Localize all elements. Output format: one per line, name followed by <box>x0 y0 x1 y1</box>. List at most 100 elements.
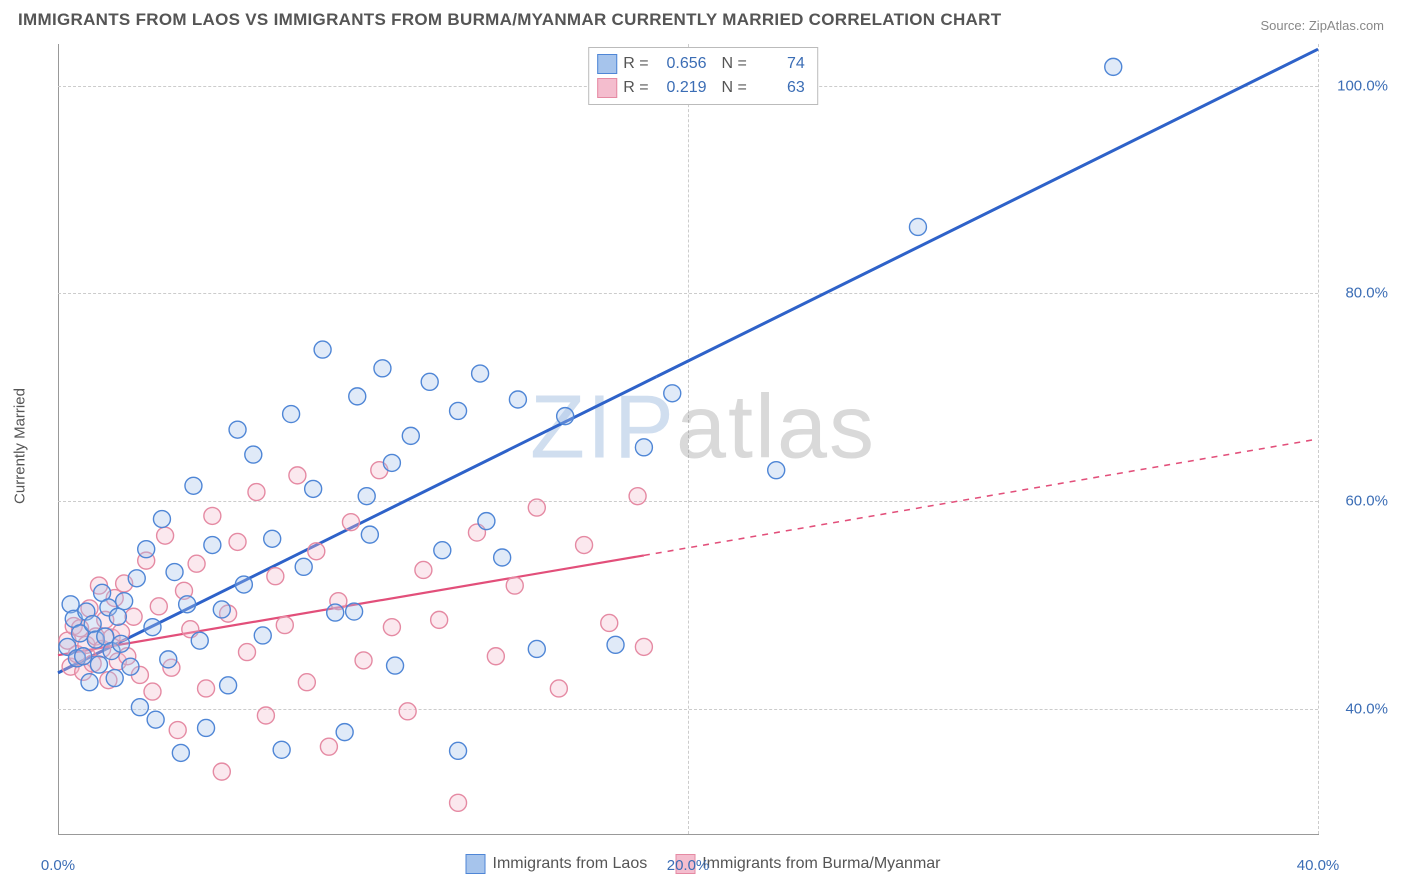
data-point <box>166 564 183 581</box>
legend-label-laos: Immigrants from Laos <box>493 855 648 873</box>
data-point <box>399 703 416 720</box>
data-point <box>90 656 107 673</box>
data-point <box>342 514 359 531</box>
data-point <box>349 388 366 405</box>
data-point <box>374 360 391 377</box>
data-point <box>305 480 322 497</box>
data-point <box>160 651 177 668</box>
n-burma: 63 <box>753 76 805 100</box>
data-point <box>298 674 315 691</box>
data-point <box>550 680 567 697</box>
x-tick-label: 40.0% <box>1297 857 1340 874</box>
data-point <box>320 738 337 755</box>
data-point <box>506 577 523 594</box>
data-point <box>235 576 252 593</box>
data-point <box>113 635 130 652</box>
data-point <box>421 373 438 390</box>
data-point <box>169 722 186 739</box>
data-point <box>768 462 785 479</box>
data-point <box>607 636 624 653</box>
y-tick-label: 60.0% <box>1345 493 1388 510</box>
data-point <box>150 598 167 615</box>
x-tick-label: 0.0% <box>41 857 75 874</box>
data-point <box>314 341 331 358</box>
stats-row-laos: R =0.656 N =74 <box>597 52 805 76</box>
data-point <box>383 619 400 636</box>
data-point <box>557 408 574 425</box>
data-point <box>1105 58 1122 75</box>
legend-swatch-laos <box>466 854 486 874</box>
stats-row-burma: R =0.219 N =63 <box>597 76 805 100</box>
data-point <box>125 608 142 625</box>
y-tick-label: 80.0% <box>1345 285 1388 302</box>
data-point <box>402 427 419 444</box>
data-point <box>106 670 123 687</box>
data-point <box>358 488 375 505</box>
r-burma: 0.219 <box>655 76 707 100</box>
y-tick-label: 40.0% <box>1345 701 1388 718</box>
data-point <box>635 439 652 456</box>
swatch-laos <box>597 54 617 74</box>
data-point <box>179 596 196 613</box>
data-point <box>494 549 511 566</box>
data-point <box>220 677 237 694</box>
data-point <box>450 402 467 419</box>
data-point <box>383 454 400 471</box>
data-point <box>308 543 325 560</box>
data-point <box>144 619 161 636</box>
data-point <box>122 658 139 675</box>
y-tick-label: 100.0% <box>1337 77 1388 94</box>
data-point <box>204 507 221 524</box>
data-point <box>188 555 205 572</box>
data-point <box>254 627 271 644</box>
data-point <box>283 406 300 423</box>
data-point <box>346 603 363 620</box>
data-point <box>84 616 101 633</box>
data-point <box>450 742 467 759</box>
data-point <box>664 385 681 402</box>
n-laos: 74 <box>753 52 805 76</box>
data-point <box>487 648 504 665</box>
data-point <box>81 674 98 691</box>
data-point <box>213 601 230 618</box>
data-point <box>267 568 284 585</box>
data-point <box>431 611 448 628</box>
data-point <box>478 513 495 530</box>
x-tick-label: 20.0% <box>667 857 710 874</box>
chart-svg <box>58 44 1318 834</box>
data-point <box>191 632 208 649</box>
data-point <box>116 593 133 610</box>
source-label: Source: ZipAtlas.com <box>1260 18 1384 33</box>
data-point <box>415 561 432 578</box>
regression-line-ext <box>644 439 1318 555</box>
legend-label-burma: Immigrants from Burma/Myanmar <box>702 855 940 873</box>
data-point <box>472 365 489 382</box>
gridline-v <box>1318 44 1319 834</box>
data-point <box>198 719 215 736</box>
data-point <box>361 526 378 543</box>
data-point <box>172 744 189 761</box>
data-point <box>289 467 306 484</box>
data-point <box>387 657 404 674</box>
r-laos: 0.656 <box>655 52 707 76</box>
swatch-burma <box>597 78 617 98</box>
data-point <box>336 724 353 741</box>
data-point <box>295 558 312 575</box>
data-point <box>576 537 593 554</box>
data-point <box>204 537 221 554</box>
data-point <box>153 511 170 528</box>
data-point <box>213 763 230 780</box>
data-point <box>245 446 262 463</box>
data-point <box>75 648 92 665</box>
data-point <box>229 533 246 550</box>
data-point <box>264 530 281 547</box>
data-point <box>635 638 652 655</box>
data-point <box>450 794 467 811</box>
data-point <box>185 477 202 494</box>
data-point <box>276 617 293 634</box>
data-point <box>528 640 545 657</box>
chart-title: IMMIGRANTS FROM LAOS VS IMMIGRANTS FROM … <box>18 10 1001 30</box>
data-point <box>257 707 274 724</box>
data-point <box>239 644 256 661</box>
data-point <box>528 499 545 516</box>
